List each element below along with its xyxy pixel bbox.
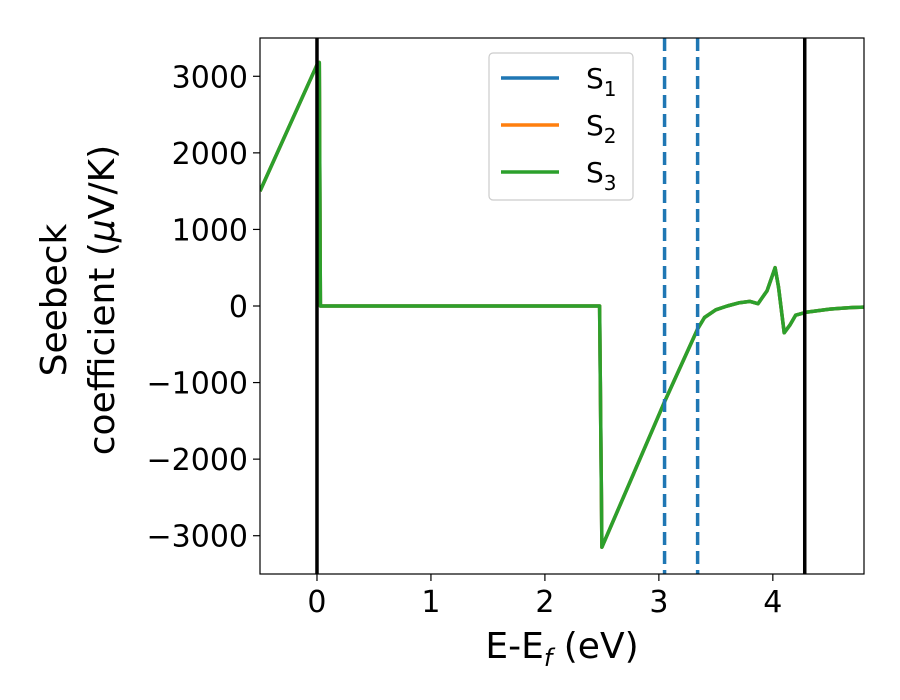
x-axis-label-suffix: (eV) [552,626,638,667]
legend-label: S3 [586,156,617,195]
x-axis-label: E-Ef (eV) [485,626,638,672]
y-tick-label: 1000 [172,213,248,248]
x-ticks: 0 1 2 3 4 [307,574,782,620]
x-tick-label: 4 [763,585,782,620]
y-axis-label-line1: Seebeck [34,223,75,376]
x-tick-label: 3 [649,585,668,620]
series-layer [260,60,864,549]
y-ticks: 3000 2000 1000 0 −1000 −2000 −3000 [147,60,260,555]
y-tick-label: 2000 [172,137,248,172]
y-tick-label: 0 [229,290,248,325]
legend-label: S1 [586,62,617,101]
y-axis-label-text: coefficient ( [82,242,123,455]
x-tick-label: 0 [307,585,326,620]
y-tick-label: −1000 [147,367,248,402]
legend-label: S2 [586,109,617,148]
vertical-lines [315,38,807,574]
y-tick-label: −2000 [147,443,248,478]
legend-item-2: S2 [501,109,617,148]
legend: S1 S2 S3 [488,52,634,201]
y-tick-label: −3000 [147,520,248,555]
y-axis-label-mu: μ [82,219,123,243]
y-axis-label-line2: coefficient (μV/K) [82,145,123,455]
x-tick-label: 1 [421,585,440,620]
y-tick-label: 3000 [172,60,248,95]
legend-box [488,52,634,201]
legend-item-3: S3 [501,156,617,195]
y-axis-label: Seebeck coefficient (μV/K) [34,145,123,455]
x-tick-label: 2 [535,585,554,620]
y-axis-label-unit: V/K) [82,145,123,219]
x-axis-label-base: E-E [485,626,543,667]
legend-item-1: S1 [501,62,617,101]
series-line-3 [260,60,864,549]
